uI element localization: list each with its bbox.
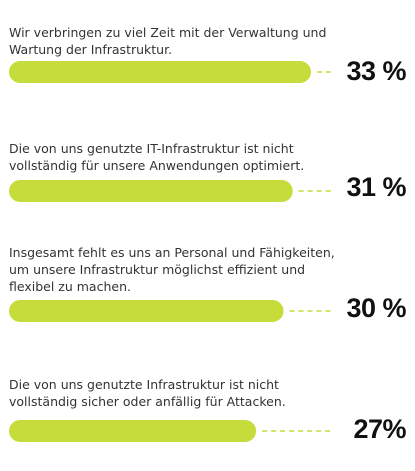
value-label-3: 30 %	[346, 293, 406, 323]
category-label-3: Insgesamt fehlt es uns an Personal und F…	[9, 245, 335, 294]
value-label-1: 33 %	[346, 56, 406, 86]
bar-1	[9, 61, 311, 83]
bar-3	[9, 300, 284, 322]
value-label-4: 27%	[353, 414, 406, 444]
bar-2	[9, 180, 293, 202]
category-label-2: Die von uns genutzte IT-Infrastruktur is…	[9, 141, 305, 173]
value-label-2: 31 %	[346, 172, 406, 202]
category-label-4: Die von uns genutzte Infrastruktur ist n…	[9, 377, 286, 409]
bar-4	[9, 420, 257, 442]
category-label-1: Wir verbringen zu viel Zeit mit der Verw…	[9, 25, 327, 57]
